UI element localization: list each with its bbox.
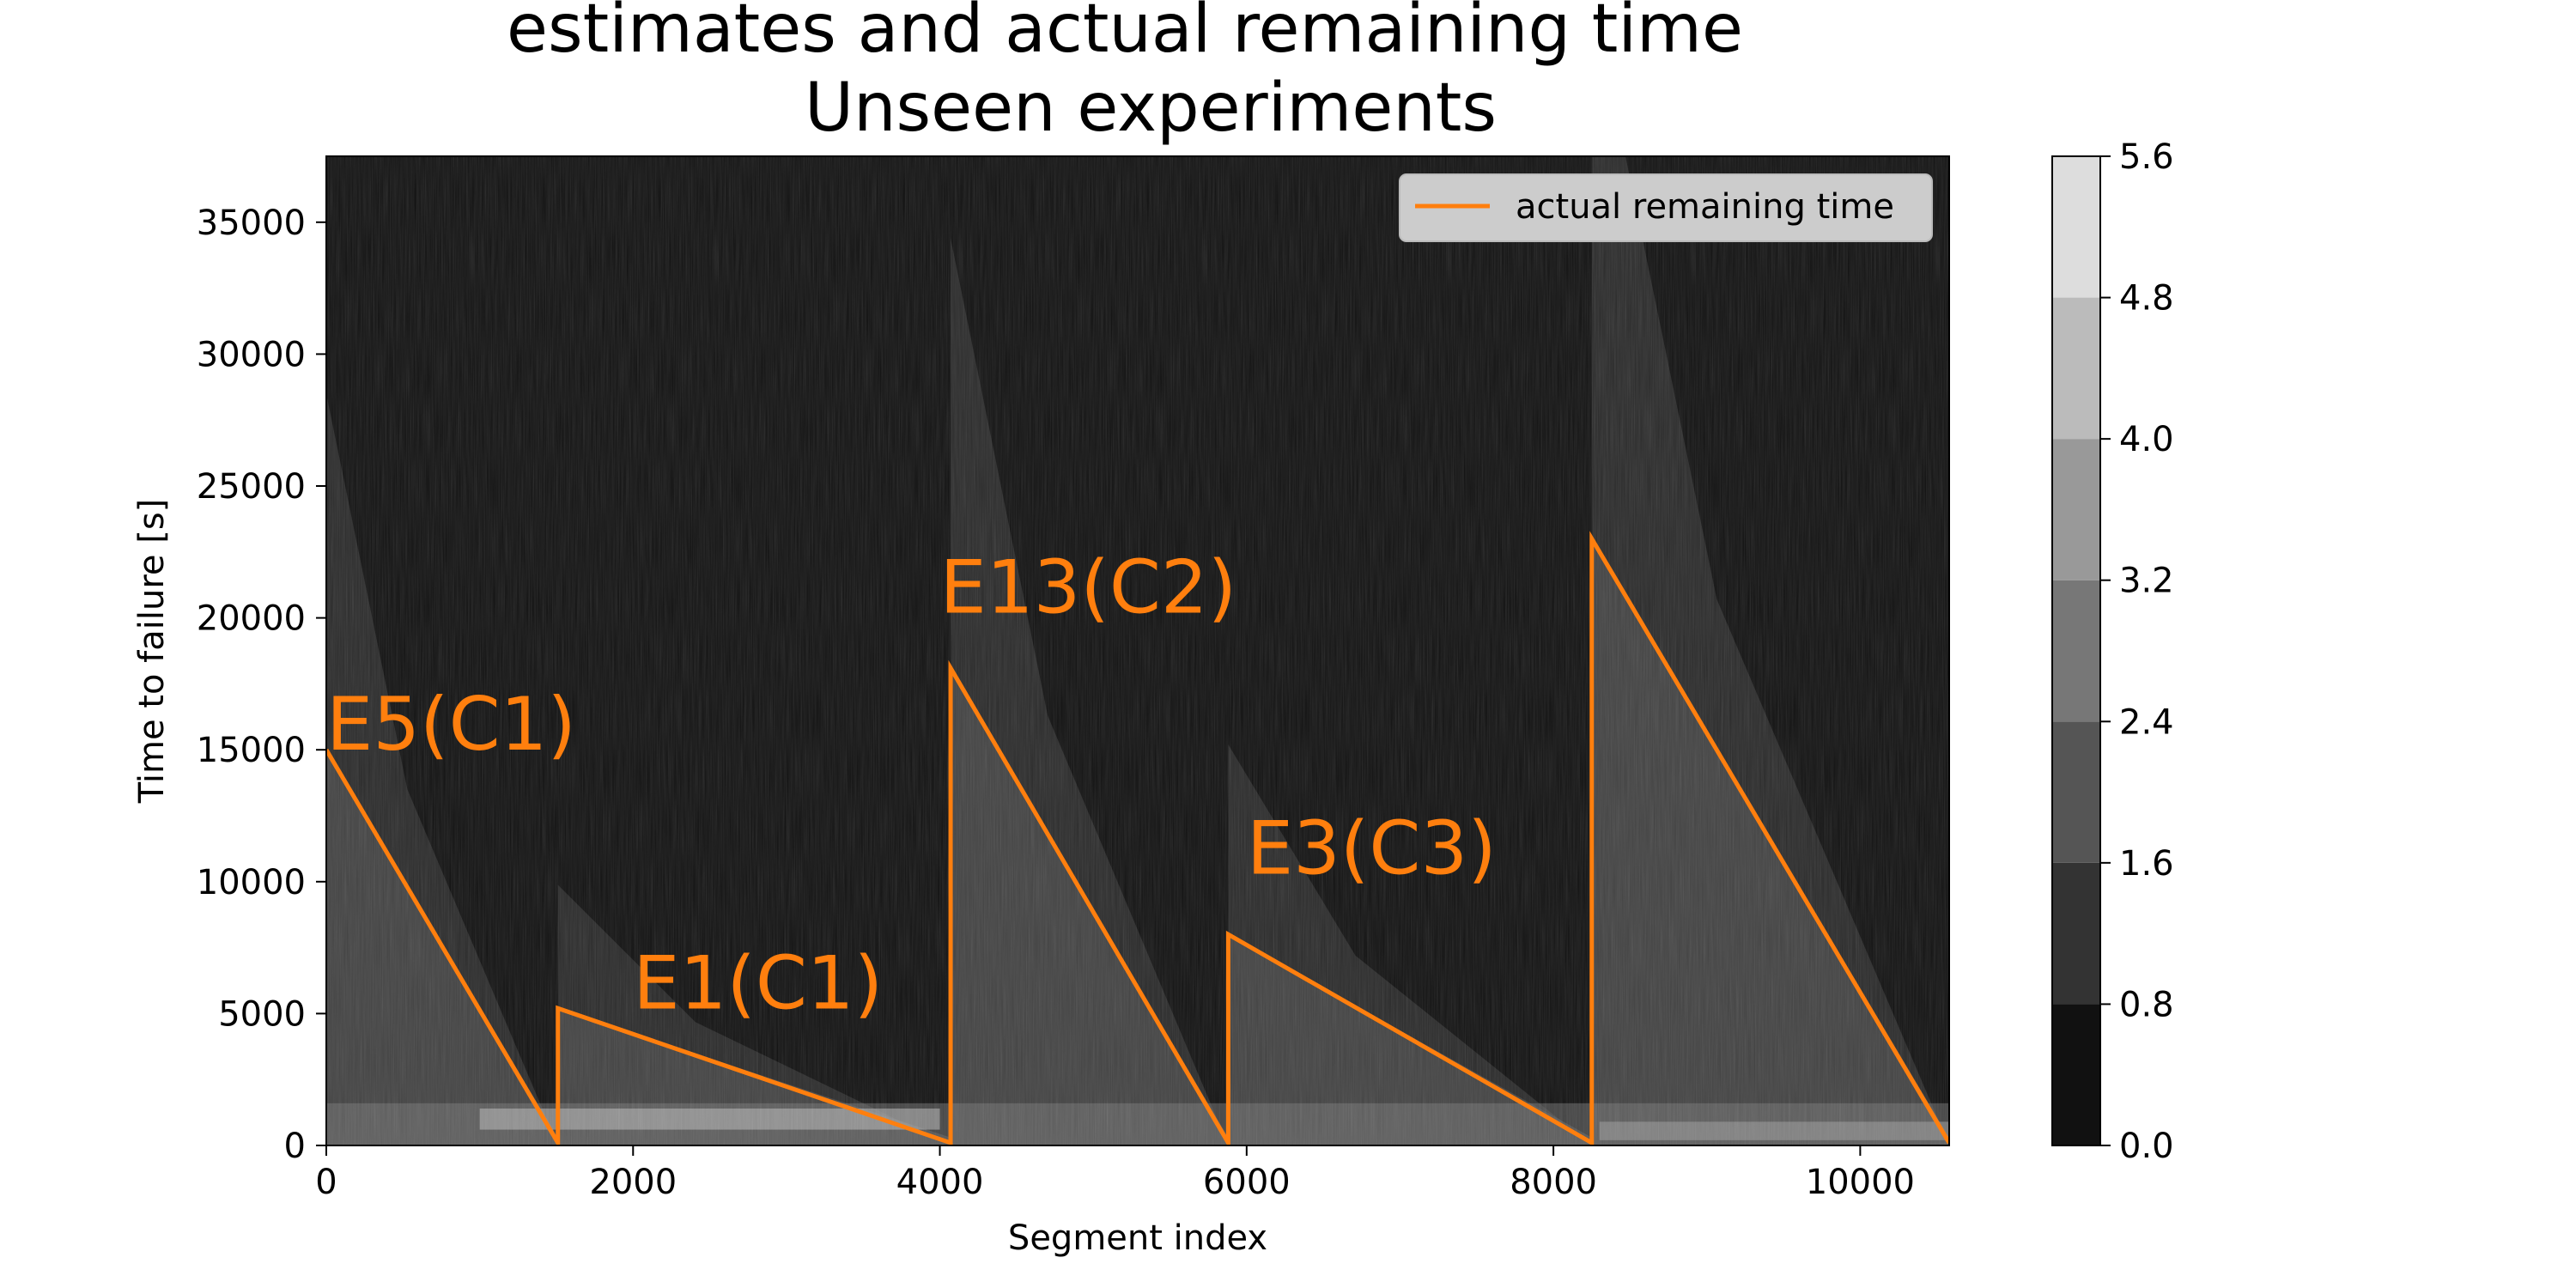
chart-title-line2: Unseen experiments (805, 70, 1497, 147)
colorbar-segment (2052, 1004, 2100, 1145)
x-tick-label: 8000 (1510, 1163, 1597, 1202)
x-tick-label: 0 (315, 1163, 337, 1202)
y-axis: 0 5000 10000 15000 20000 25000 30000 35000 (197, 204, 326, 1166)
x-axis: 0 2000 4000 6000 8000 10000 (315, 1145, 1915, 1202)
density-noise (326, 156, 1949, 1145)
x-tick-label: 6000 (1203, 1163, 1291, 1202)
y-axis-label: Time to failure [s] (132, 499, 172, 805)
y-tick-label: 5000 (218, 994, 306, 1034)
y-tick-label: 15000 (197, 731, 306, 770)
y-tick-label: 25000 (197, 467, 306, 507)
colorbar-segment (2052, 580, 2100, 722)
colorbar: 0.0 0.8 1.6 2.4 3.2 4.0 4.8 5.6 (2051, 137, 2174, 1166)
colorbar-tick-label: 4.0 (2119, 420, 2174, 459)
colorbar-tick-label: 0.0 (2119, 1127, 2174, 1166)
legend: actual remaining time (1399, 173, 1933, 242)
colorbar-segment (2052, 439, 2100, 580)
y-tick-label: 10000 (197, 863, 306, 902)
legend-box (1399, 173, 1933, 242)
y-tick-label: 20000 (197, 599, 306, 639)
colorbar-tick-label: 0.8 (2119, 985, 2174, 1024)
colorbar-segment (2052, 297, 2100, 440)
experiment-annotation: E3(C3) (1247, 806, 1497, 892)
x-tick-label: 4000 (896, 1163, 984, 1202)
colorbar-frame (2051, 155, 2101, 1146)
colorbar-tick-label: 1.6 (2119, 844, 2174, 884)
series-line-actual-remaining-time (326, 531, 1949, 1145)
experiment-annotation: E1(C1) (633, 940, 883, 1026)
experiment-annotation: E13(C2) (940, 544, 1237, 630)
colorbar-segment (2052, 721, 2100, 863)
x-tick-label: 2000 (589, 1163, 677, 1202)
x-tick-label: 10000 (1806, 1163, 1915, 1202)
colorbar-segment (2052, 156, 2100, 298)
y-tick-label: 35000 (197, 204, 306, 243)
experiment-annotation: E5(C1) (326, 682, 576, 768)
colorbar-tick-label: 5.6 (2119, 137, 2174, 177)
series-layer (326, 531, 1949, 1145)
y-tick-label: 30000 (197, 335, 306, 374)
colorbar-tick-label: 4.8 (2119, 279, 2174, 319)
colorbar-tick-label: 2.4 (2119, 702, 2174, 742)
annotations: E5(C1) E1(C1) E13(C2) E3(C3) (326, 544, 1497, 1026)
colorbar-segment (2052, 862, 2100, 1005)
plot-frame (325, 155, 1950, 1146)
y-tick-label: 0 (284, 1127, 306, 1166)
x-axis-label: Segment index (1008, 1218, 1267, 1258)
legend-label: actual remaining time (1516, 187, 1894, 227)
chart-title-line1: estimates and actual remaining time (507, 0, 1743, 68)
colorbar-tick-label: 3.2 (2119, 562, 2174, 601)
